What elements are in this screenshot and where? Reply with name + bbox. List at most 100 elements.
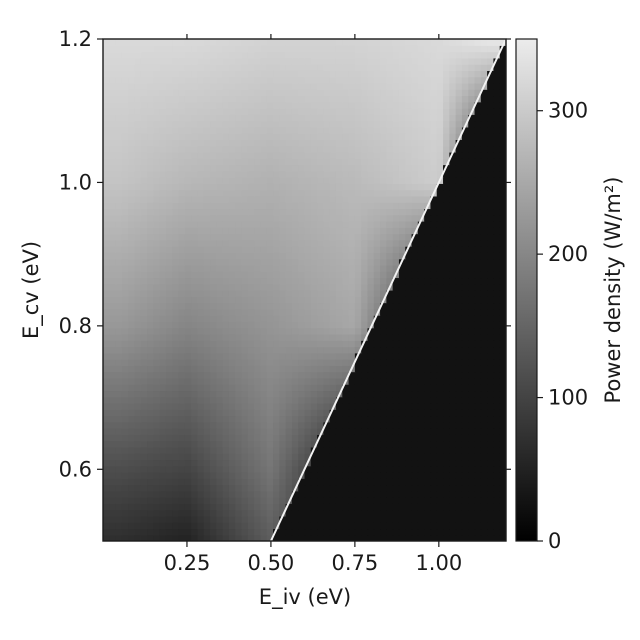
heatmap-cell [260,277,267,284]
heatmap-cell [179,139,186,146]
heatmap-cell [367,277,374,284]
heatmap-cell [103,372,110,379]
heatmap-cell [405,95,412,102]
heatmap-cell [160,121,167,128]
heatmap-cell [305,296,312,303]
heatmap-cell [468,171,475,178]
heatmap-cell [279,340,286,347]
heatmap-cell [317,127,324,134]
heatmap-cell [475,528,482,535]
heatmap-cell [380,108,387,115]
heatmap-cell [317,114,324,121]
heatmap-cell [481,271,488,278]
heatmap-cell [153,58,160,65]
heatmap-cell [487,365,494,372]
heatmap-cell [386,459,393,466]
heatmap-cell [399,403,406,410]
heatmap-cell [191,252,198,259]
heatmap-cell [355,102,362,109]
heatmap-cell [147,409,154,416]
heatmap-cell [386,221,393,228]
heatmap-cell [172,121,179,128]
heatmap-cell [430,485,437,492]
heatmap-cell [197,64,204,71]
heatmap-cell [248,227,255,234]
heatmap-cell [160,190,167,197]
heatmap-cell [267,459,274,466]
heatmap-cell [317,516,324,523]
heatmap-cell [323,303,330,310]
heatmap-cell [386,403,393,410]
heatmap-cell [493,434,500,441]
heatmap-cell [317,259,324,266]
heatmap-cell [223,234,230,241]
heatmap-cell [185,346,192,353]
heatmap-cell [279,459,286,466]
heatmap-cell [437,528,444,535]
heatmap-cell [323,227,330,234]
heatmap-cell [147,95,154,102]
heatmap-cell [475,434,482,441]
heatmap-cell [367,259,374,266]
heatmap-cell [185,127,192,134]
heatmap-cell [386,252,393,259]
heatmap-cell [380,64,387,71]
heatmap-cell [286,114,293,121]
heatmap-cell [223,277,230,284]
heatmap-cell [380,472,387,479]
heatmap-cell [493,95,500,102]
heatmap-cell [216,102,223,109]
heatmap-cell [229,403,236,410]
heatmap-cell [141,510,148,517]
heatmap-cell [153,422,160,429]
heatmap-cell [147,102,154,109]
heatmap-cell [437,303,444,310]
heatmap-cell [361,77,368,84]
heatmap-cell [223,177,230,184]
heatmap-cell [223,240,230,247]
heatmap-cell [147,265,154,272]
heatmap-cell [204,196,211,203]
heatmap-cell [405,158,412,165]
heatmap-cell [349,290,356,297]
heatmap-cell [128,114,135,121]
heatmap-cell [128,328,135,335]
heatmap-cell [456,152,463,159]
heatmap-cell [185,183,192,190]
heatmap-cell [437,152,444,159]
heatmap-cell [279,447,286,454]
heatmap-cell [405,259,412,266]
heatmap-cell [109,321,116,328]
heatmap-cell [349,127,356,134]
heatmap-cell [462,296,469,303]
heatmap-cell [336,102,343,109]
heatmap-cell [475,215,482,222]
heatmap-cell [380,252,387,259]
heatmap-cell [487,409,494,416]
heatmap-cell [311,52,318,59]
heatmap-cell [185,259,192,266]
heatmap-cell [292,340,299,347]
heatmap-cell [109,303,116,310]
heatmap-cell [342,77,349,84]
heatmap-cell [172,466,179,473]
heatmap-cell [355,303,362,310]
heatmap-cell [242,146,249,153]
heatmap-cell [286,246,293,253]
heatmap-cell [103,522,110,529]
heatmap-cell [141,466,148,473]
heatmap-cell [317,284,324,291]
heatmap-cell [424,259,431,266]
heatmap-cell [487,89,494,96]
heatmap-cell [437,215,444,222]
heatmap-cell [361,102,368,109]
heatmap-cell [487,403,494,410]
heatmap-cell [342,422,349,429]
heatmap-cell [456,359,463,366]
heatmap-cell [349,246,356,253]
heatmap-cell [122,353,129,360]
heatmap-cell [191,321,198,328]
heatmap-cell [468,328,475,335]
heatmap-cell [405,390,412,397]
heatmap-cell [342,528,349,535]
